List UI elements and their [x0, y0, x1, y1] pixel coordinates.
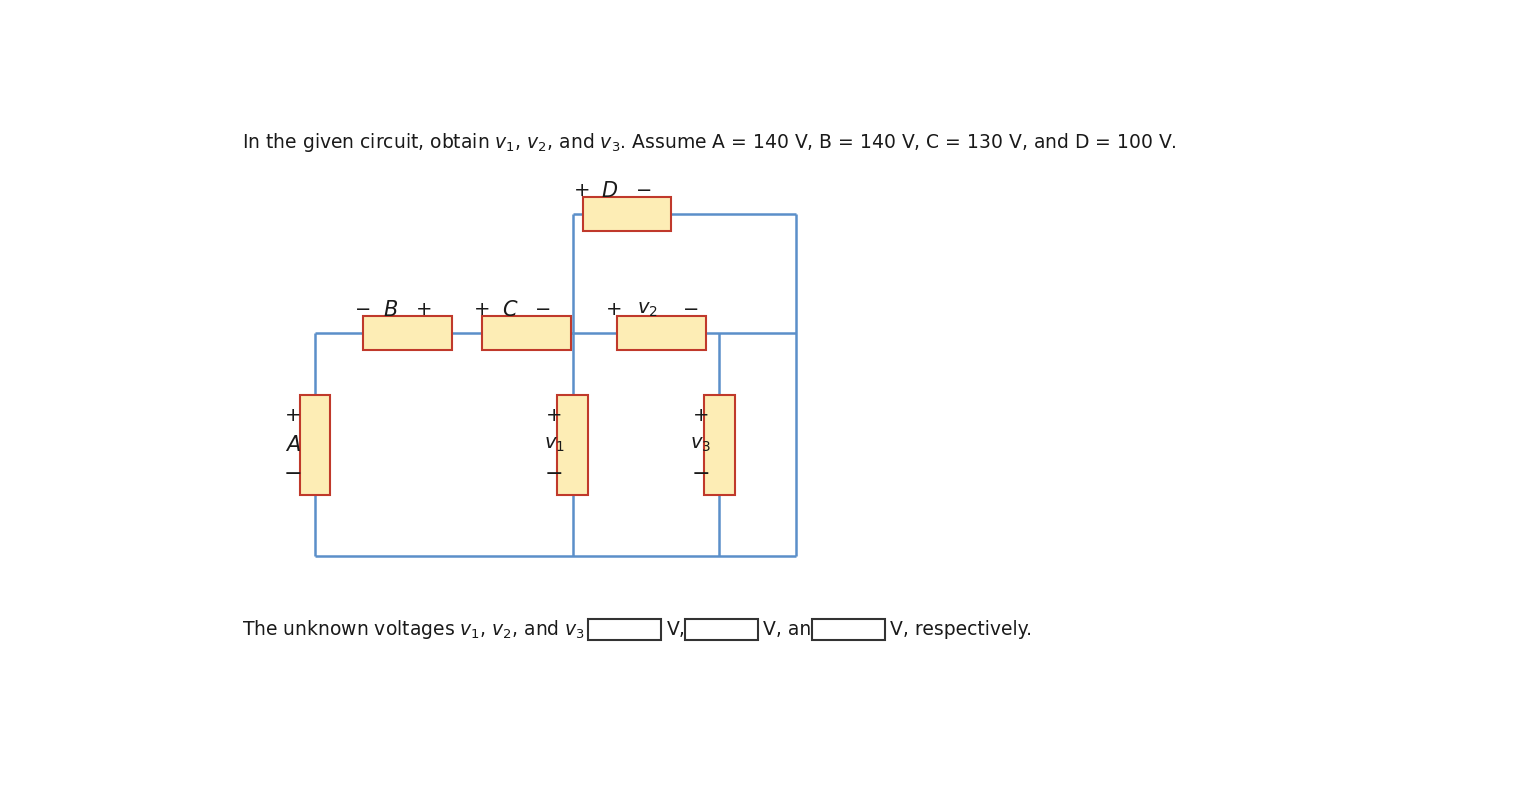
Bar: [617, 316, 706, 350]
Text: V, and: V, and: [762, 620, 824, 639]
Text: −: −: [683, 300, 700, 319]
Bar: [364, 316, 451, 350]
Bar: [583, 196, 670, 230]
Text: B: B: [384, 300, 397, 320]
Text: +: +: [574, 181, 591, 200]
Bar: [684, 619, 758, 641]
Text: In the given circuit, obtain $v_1$, $v_2$, and $v_3$. Assume A = 140 V, B = 140 : In the given circuit, obtain $v_1$, $v_2…: [242, 131, 1177, 154]
Text: V,: V,: [667, 620, 686, 639]
Text: +: +: [692, 406, 709, 425]
Text: −: −: [692, 464, 710, 484]
Text: $v_1$: $v_1$: [545, 435, 565, 454]
Text: −: −: [545, 464, 563, 484]
Bar: [588, 619, 661, 641]
Bar: [811, 619, 885, 641]
Bar: [704, 395, 735, 494]
Text: +: +: [606, 300, 621, 319]
Text: −: −: [535, 300, 552, 319]
Text: −: −: [284, 464, 302, 484]
Text: +: +: [474, 300, 491, 319]
Text: $v_3$: $v_3$: [690, 435, 712, 454]
Text: +: +: [546, 406, 563, 425]
Text: −: −: [354, 300, 371, 319]
Text: A: A: [287, 435, 301, 454]
Text: +: +: [285, 406, 302, 425]
Bar: [482, 316, 571, 350]
Text: −: −: [635, 181, 652, 200]
Text: +: +: [416, 300, 433, 319]
Text: $v_2$: $v_2$: [637, 300, 658, 319]
Bar: [557, 395, 588, 494]
Text: V, respectively.: V, respectively.: [890, 620, 1032, 639]
Text: The unknown voltages $v_1$, $v_2$, and $v_3$ are: The unknown voltages $v_1$, $v_2$, and $…: [242, 618, 623, 641]
Text: C: C: [503, 300, 517, 320]
Bar: [299, 395, 330, 494]
Text: D: D: [601, 181, 618, 200]
